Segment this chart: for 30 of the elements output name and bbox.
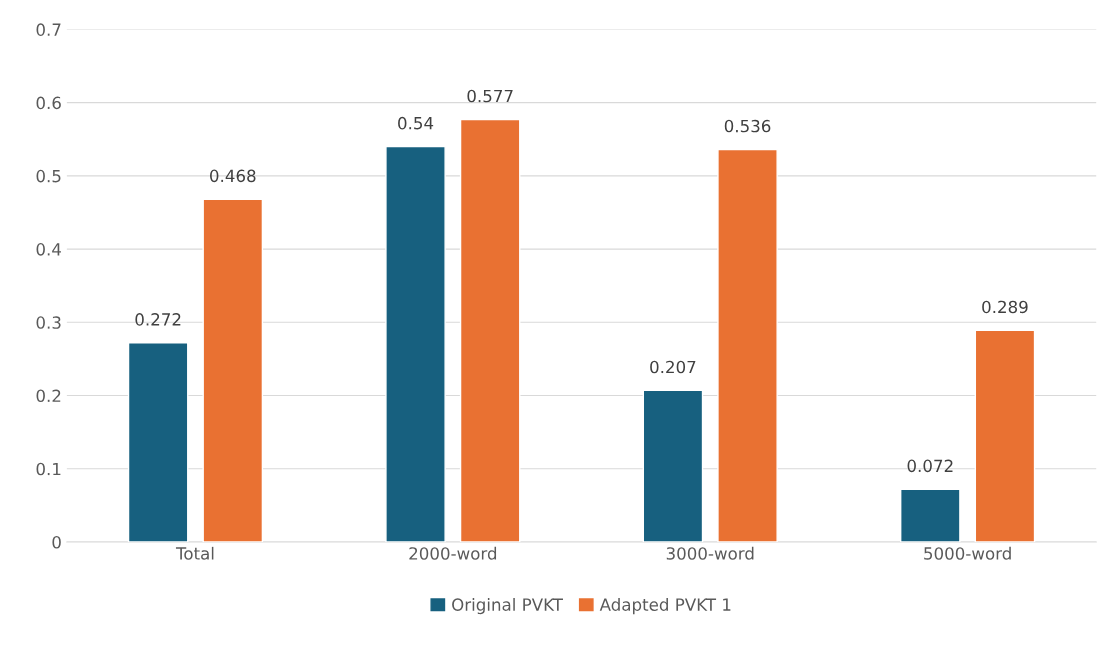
data-label: 0.577 [467, 89, 513, 103]
bar [459, 118, 521, 542]
y-tick-label: 0.5 [36, 169, 61, 183]
data-label: 0.468 [210, 169, 256, 183]
bar [900, 488, 961, 542]
legend-label: Adapted PVKT 1 [599, 598, 731, 615]
y-tick-label: 0.3 [36, 316, 61, 329]
y-tick-label: 0.4 [36, 243, 61, 256]
x-tick-label: 3000-word [666, 546, 754, 560]
bar [127, 342, 189, 542]
data-label: 0.289 [982, 300, 1028, 314]
y-tick-label: 0.6 [36, 96, 61, 110]
legend-label: Original PVKT [452, 598, 563, 615]
data-label: 0.54 [398, 116, 434, 130]
data-label: 0.072 [907, 459, 953, 473]
x-tick-label: 5000-word [924, 546, 1011, 560]
data-label: 0.536 [724, 119, 771, 133]
y-tick-label: 0 [52, 535, 61, 549]
y-tick-label: 0.2 [36, 389, 61, 403]
data-label: 0.207 [650, 360, 696, 374]
y-tick-label: 0.7 [36, 23, 61, 36]
x-tick-label: 2000-word [409, 546, 497, 560]
y-tick-label: 0.1 [36, 462, 61, 476]
bar [717, 148, 778, 542]
bar [642, 389, 704, 542]
data-label: 0.272 [135, 313, 181, 326]
bar [974, 329, 1036, 542]
bar [202, 198, 264, 542]
x-tick-label: Total [175, 546, 214, 560]
bar [385, 145, 446, 542]
